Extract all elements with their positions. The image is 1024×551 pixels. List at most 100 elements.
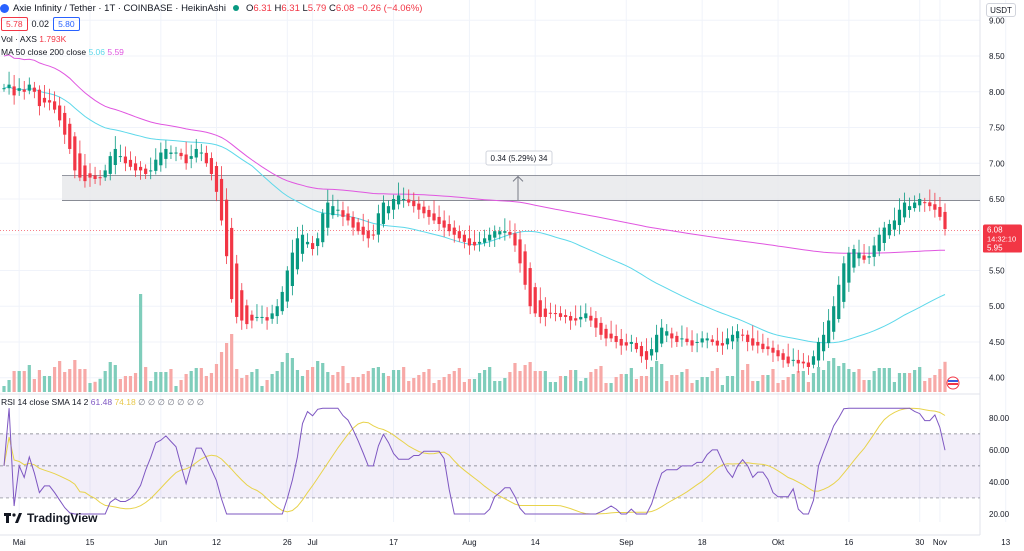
volume-bar — [412, 378, 416, 392]
price-tick-label: 4.50 — [989, 338, 1005, 347]
measure-box — [485, 150, 553, 166]
candle-body — [644, 351, 649, 360]
candle-body — [442, 220, 446, 228]
rsi-value: 61.48 — [90, 397, 113, 407]
volume-bar — [149, 381, 153, 392]
high-key: H — [274, 2, 282, 14]
candle-body — [58, 105, 62, 121]
time-tick-label: 18 — [698, 538, 707, 547]
symbol-logo-icon — [0, 3, 9, 13]
volume-bar — [240, 378, 244, 392]
candle-body — [391, 199, 396, 210]
candle-body — [336, 209, 340, 211]
volume-bar — [437, 380, 441, 392]
volume-bar — [138, 294, 143, 392]
candle-body — [847, 252, 851, 283]
chart-header: Axie Infinity / Tether · 1T · COINBASE ·… — [0, 0, 422, 16]
candle-body — [402, 199, 406, 200]
candle-body — [498, 231, 502, 235]
measure-arrow-head — [512, 175, 524, 182]
symbol-title[interactable]: Axie Infinity / Tether · 1T · COINBASE ·… — [13, 2, 226, 14]
volume-bar — [93, 381, 97, 392]
candle-body — [52, 101, 57, 110]
rsi-legend[interactable]: RSI 14 close SMA 14 2 61.48 74.18 ∅ ∅ ∅ … — [1, 397, 204, 408]
candle-body — [619, 338, 623, 346]
candle-body — [346, 213, 350, 221]
volume-bar — [796, 371, 800, 392]
candle-body — [457, 231, 461, 239]
time-tick-label: Jul — [307, 538, 317, 547]
volume-bar — [710, 371, 714, 392]
volume-bar — [63, 372, 67, 392]
price-axis: 9.008.508.007.507.006.506.005.505.004.50… — [989, 16, 1010, 519]
low-key: L — [302, 2, 308, 14]
volume-bar — [154, 372, 158, 392]
volume-bar — [305, 370, 310, 392]
volume-bar — [52, 367, 57, 392]
volume-bar — [321, 363, 325, 392]
volume-bar — [579, 381, 583, 392]
candle-body — [326, 202, 330, 228]
candle-body — [123, 156, 128, 164]
sell-button[interactable]: 5.78 — [1, 17, 28, 31]
volume-bar — [2, 386, 6, 392]
candle-body — [715, 340, 719, 346]
volume-bar — [604, 383, 608, 392]
candle-body — [902, 202, 907, 218]
volume-bar — [614, 377, 618, 392]
volume-bar — [933, 375, 937, 392]
measure-label: 0.34 (5.29%) 34 — [491, 154, 548, 163]
volume-bar — [285, 353, 289, 392]
last-price-tag — [983, 224, 1022, 250]
candle-body — [665, 331, 669, 336]
candle-body — [761, 343, 765, 350]
volume-bar — [189, 371, 193, 392]
event-flag-stripe — [948, 380, 958, 382]
candle-body — [88, 173, 92, 178]
candle-body — [32, 87, 36, 92]
volume-bar — [594, 369, 598, 392]
candle-body — [159, 152, 163, 166]
volume-bar — [609, 383, 613, 392]
candle-body — [751, 338, 755, 346]
volume-bar — [311, 367, 315, 392]
volume-bar — [250, 372, 254, 392]
volume-bar — [108, 362, 112, 392]
candle-body — [295, 238, 300, 270]
volume-bar — [599, 366, 603, 392]
spread-value: 0.02 — [31, 19, 50, 29]
candles — [2, 71, 947, 375]
candle-body — [584, 313, 588, 319]
candle-body — [563, 315, 568, 317]
rsi-sma-line — [3, 407, 946, 515]
volume-bar — [902, 373, 907, 392]
candle-body — [133, 163, 138, 171]
rsi-tick-label: 40.00 — [989, 478, 1010, 487]
volume-bar — [720, 385, 724, 392]
candle-body — [235, 263, 239, 317]
candle-body — [397, 195, 401, 205]
volume-bar — [923, 381, 927, 392]
candle-body — [356, 222, 360, 232]
volume-bar — [872, 371, 876, 392]
buy-button[interactable]: 5.80 — [53, 17, 80, 31]
volume-bar — [27, 365, 31, 392]
ma-legend[interactable]: MA 50 close 200 close 5.06 5.59 — [1, 47, 124, 57]
time-tick-label: Mai — [13, 538, 26, 547]
volume-bar — [68, 369, 72, 392]
candle-body — [179, 152, 183, 157]
candle-body — [477, 241, 482, 244]
volume-bar — [47, 376, 52, 392]
close-value: 6.08 — [335, 2, 355, 14]
volume-bar — [918, 367, 922, 392]
candle-body — [361, 226, 365, 235]
candle-body — [796, 359, 800, 364]
candle-body — [83, 165, 87, 182]
candle-body — [913, 202, 917, 209]
candle-body — [685, 338, 689, 342]
currency-button[interactable]: USDT — [986, 3, 1016, 17]
candle-body — [169, 152, 173, 154]
volume-legend[interactable]: Vol · AXS 1.793K — [1, 34, 66, 44]
volume-bar — [624, 374, 628, 392]
